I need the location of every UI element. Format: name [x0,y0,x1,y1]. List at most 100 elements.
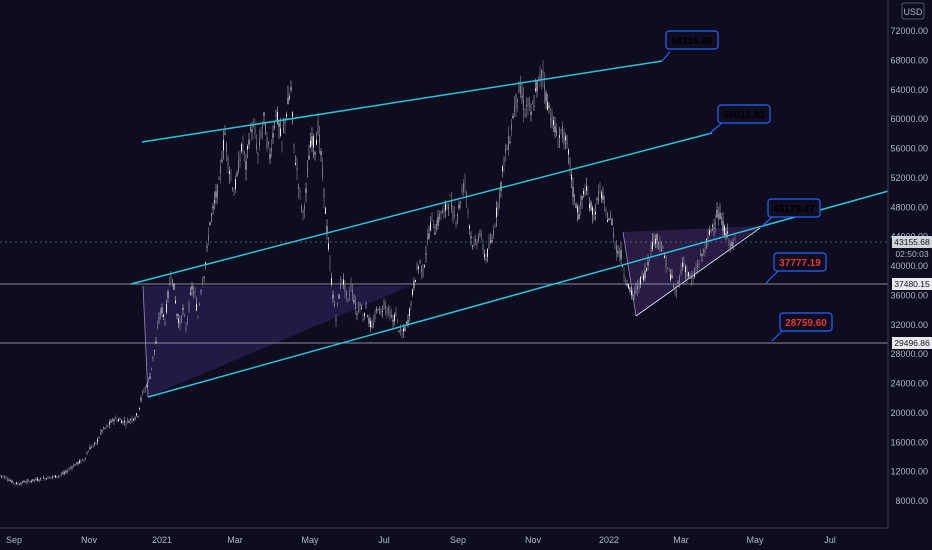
candle-body [266,136,268,149]
candle-body [40,478,41,479]
candle-body [211,214,212,216]
candle-body [181,315,182,322]
candle-body [191,286,193,290]
candle-body [400,328,401,331]
candle-body [541,70,542,80]
candle-body [586,186,587,191]
candle-body [497,203,499,210]
currency-badge[interactable] [901,2,925,20]
candle-body [280,128,281,136]
candle-body [434,232,436,235]
candle-body [106,425,107,427]
candle-body [719,212,721,220]
candle-body [137,416,139,417]
candle-body [176,313,178,316]
candle-body [104,427,106,429]
candle-body [155,341,157,344]
candle-body [260,131,262,138]
candle-body [317,120,319,134]
candle-body [422,268,424,277]
candle-body [160,310,161,315]
candle-body [287,97,289,105]
candle-body [337,302,338,304]
candle-body [514,106,515,113]
candle-body [23,480,25,483]
candle-body [208,235,209,241]
wedge-edge-right [622,231,637,317]
level-tag-37480-text: 37480.15 [894,279,930,289]
candle-body [515,93,517,108]
candle-body [454,214,455,217]
candle-body [376,309,377,311]
candle-body [700,253,701,256]
candle-body [286,114,287,117]
candle-body [569,158,571,167]
candle-body [359,302,361,308]
candle-body [439,213,440,219]
candle-body [542,70,544,75]
candle-body [544,84,545,92]
candle-body [146,384,148,387]
candle-body [704,249,706,253]
candle-body [722,220,724,232]
candle-body [68,468,70,470]
candle-body [592,207,593,215]
time-axis[interactable]: Sep Nov 2021 Mar May Jul Sep Nov 2022 Mar May Jul [0,527,888,545]
candle-body [683,262,685,267]
candle-body [623,273,625,277]
candle-body [301,205,302,209]
candle-body [653,235,655,243]
candle-body [20,483,22,485]
candle-body [478,235,479,241]
candle-body [70,467,71,469]
candle-body [163,314,164,317]
candle-body [532,103,533,105]
candle-body [632,295,634,296]
candle-body [242,144,244,147]
candle-body [467,211,469,213]
candle-body [334,302,335,307]
x-tick-label: May [301,535,319,545]
candle-body [49,476,50,479]
candle-body [256,143,257,150]
candle-body [698,263,700,265]
candle-body [76,462,77,464]
candle-body [50,477,52,478]
candle-body [584,191,586,195]
candle-body [727,231,728,234]
candle-body [380,311,382,313]
candle-body [391,314,392,318]
candle-body [551,112,553,127]
candle-body [307,168,308,170]
callout-45179-text: 45179.47 [773,204,815,215]
candle-body [503,157,505,166]
candle-body [296,167,298,171]
candle-body [490,240,491,242]
candle-body [85,457,86,459]
level-tag-29496 [892,337,932,349]
candle-body [565,136,566,141]
candle-body [326,226,328,234]
candle-body [725,233,727,238]
candle-body [214,200,215,203]
candle-body [527,98,529,106]
candle-body [595,211,596,215]
candle-body [416,264,418,270]
candle-body [628,284,629,289]
candle-body [433,227,434,229]
candle-body [596,198,598,200]
candle-body [509,141,511,143]
x-tick-label: May [746,535,764,545]
candle-body [188,302,190,311]
candle-body [344,283,346,292]
candle-body [128,421,130,423]
candle-body [83,459,85,461]
candle-body [523,99,524,110]
candle-body [362,319,364,321]
candle-body [526,104,527,107]
price-axis[interactable]: 72000.00 68000.00 64000.00 60000.00 56000.00… [887,0,932,550]
candle-body [566,142,568,144]
candle-body [115,417,116,419]
candle-body [80,460,82,463]
